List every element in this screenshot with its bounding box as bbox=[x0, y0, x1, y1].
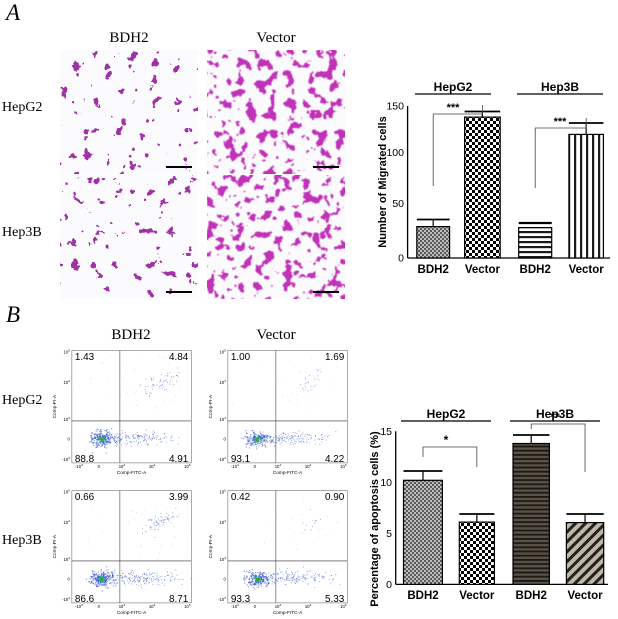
svg-text:105: 105 bbox=[340, 463, 347, 469]
svg-text:104: 104 bbox=[220, 379, 227, 385]
svg-text:Vector: Vector bbox=[567, 590, 603, 602]
svg-text:-103: -103 bbox=[62, 596, 70, 602]
svg-text:-103: -103 bbox=[218, 596, 226, 602]
svg-text:103: 103 bbox=[275, 603, 282, 609]
svg-text:0: 0 bbox=[386, 579, 392, 591]
svg-text:1.00: 1.00 bbox=[231, 352, 251, 363]
svg-text:103: 103 bbox=[64, 556, 71, 562]
svg-text:-103: -103 bbox=[218, 456, 226, 462]
svg-text:105: 105 bbox=[64, 348, 71, 354]
svg-text:8.71: 8.71 bbox=[169, 594, 189, 605]
svg-text:-103: -103 bbox=[75, 463, 83, 469]
svg-text:Comp-PI-A: Comp-PI-A bbox=[208, 394, 214, 418]
svg-text:Comp-FITC-A: Comp-FITC-A bbox=[117, 610, 147, 616]
svg-text:BDH2: BDH2 bbox=[520, 264, 551, 276]
svg-text:Comp-FITC-A: Comp-FITC-A bbox=[117, 470, 147, 476]
svg-text:4.91: 4.91 bbox=[169, 454, 189, 465]
svg-text:104: 104 bbox=[149, 603, 156, 609]
svg-text:50: 50 bbox=[392, 198, 404, 210]
svg-text:1.43: 1.43 bbox=[75, 352, 95, 363]
svg-text:Comp-FITC-A: Comp-FITC-A bbox=[273, 470, 303, 476]
svg-text:Vector: Vector bbox=[459, 590, 495, 602]
svg-text:104: 104 bbox=[64, 379, 71, 385]
svg-text:*: * bbox=[444, 433, 449, 447]
svg-text:3.99: 3.99 bbox=[169, 492, 189, 503]
svg-text:0: 0 bbox=[68, 576, 71, 581]
svg-text:88.8: 88.8 bbox=[75, 454, 95, 465]
svg-text:100: 100 bbox=[386, 147, 404, 159]
svg-text:93.1: 93.1 bbox=[231, 454, 251, 465]
svg-text:5.33: 5.33 bbox=[325, 594, 345, 605]
svg-text:0.66: 0.66 bbox=[75, 492, 95, 503]
svg-text:103: 103 bbox=[119, 603, 126, 609]
svg-text:86.6: 86.6 bbox=[75, 594, 95, 605]
svg-text:**: ** bbox=[550, 410, 560, 424]
svg-text:104: 104 bbox=[305, 463, 312, 469]
svg-text:104: 104 bbox=[220, 519, 227, 525]
svg-text:15: 15 bbox=[380, 426, 392, 438]
svg-text:10: 10 bbox=[380, 477, 392, 489]
svg-text:Percentage of apoptosis cells: Percentage of apoptosis cells (%) bbox=[369, 431, 381, 607]
svg-text:HepG2: HepG2 bbox=[427, 407, 466, 421]
svg-text:103: 103 bbox=[220, 416, 227, 422]
svg-text:HepG2: HepG2 bbox=[434, 80, 473, 94]
svg-text:***: *** bbox=[554, 116, 568, 128]
svg-text:0: 0 bbox=[254, 604, 257, 609]
svg-text:104: 104 bbox=[64, 519, 71, 525]
svg-text:105: 105 bbox=[64, 488, 71, 494]
svg-text:BDH2: BDH2 bbox=[407, 590, 438, 602]
svg-text:Comp-PI-A: Comp-PI-A bbox=[52, 534, 58, 558]
svg-text:93.3: 93.3 bbox=[231, 594, 251, 605]
svg-text:150: 150 bbox=[386, 101, 404, 113]
svg-text:-103: -103 bbox=[231, 463, 239, 469]
svg-text:103: 103 bbox=[119, 463, 126, 469]
svg-text:104: 104 bbox=[305, 603, 312, 609]
svg-text:-103: -103 bbox=[62, 456, 70, 462]
svg-text:105: 105 bbox=[340, 603, 347, 609]
svg-text:***: *** bbox=[447, 102, 461, 114]
svg-text:Comp-PI-A: Comp-PI-A bbox=[208, 534, 214, 558]
svg-text:BDH2: BDH2 bbox=[418, 264, 449, 276]
svg-text:Comp-FITC-A: Comp-FITC-A bbox=[273, 610, 303, 616]
svg-text:-103: -103 bbox=[75, 603, 83, 609]
svg-text:104: 104 bbox=[149, 463, 156, 469]
svg-text:4.84: 4.84 bbox=[169, 352, 189, 363]
svg-text:4.22: 4.22 bbox=[325, 454, 345, 465]
svg-text:0: 0 bbox=[254, 464, 257, 469]
svg-text:1.69: 1.69 bbox=[325, 352, 345, 363]
svg-text:BDH2: BDH2 bbox=[516, 590, 547, 602]
svg-text:Vector: Vector bbox=[465, 264, 501, 276]
svg-text:0: 0 bbox=[224, 576, 227, 581]
svg-text:105: 105 bbox=[184, 463, 191, 469]
svg-text:0: 0 bbox=[98, 464, 101, 469]
svg-text:Comp-PI-A: Comp-PI-A bbox=[52, 394, 58, 418]
svg-text:105: 105 bbox=[220, 348, 227, 354]
svg-text:103: 103 bbox=[275, 463, 282, 469]
svg-text:Number of Migrated cells: Number of Migrated cells bbox=[377, 116, 389, 247]
svg-text:0: 0 bbox=[68, 436, 71, 441]
svg-text:0.42: 0.42 bbox=[231, 492, 251, 503]
svg-text:0: 0 bbox=[98, 604, 101, 609]
svg-text:5: 5 bbox=[386, 528, 392, 540]
svg-text:Vector: Vector bbox=[569, 264, 605, 276]
svg-text:103: 103 bbox=[64, 416, 71, 422]
svg-text:-103: -103 bbox=[231, 603, 239, 609]
svg-text:0.90: 0.90 bbox=[325, 492, 345, 503]
svg-text:0: 0 bbox=[398, 253, 404, 265]
svg-text:105: 105 bbox=[184, 603, 191, 609]
svg-text:103: 103 bbox=[220, 556, 227, 562]
svg-text:105: 105 bbox=[220, 488, 227, 494]
svg-text:Hep3B: Hep3B bbox=[541, 80, 579, 94]
svg-text:0: 0 bbox=[224, 436, 227, 441]
